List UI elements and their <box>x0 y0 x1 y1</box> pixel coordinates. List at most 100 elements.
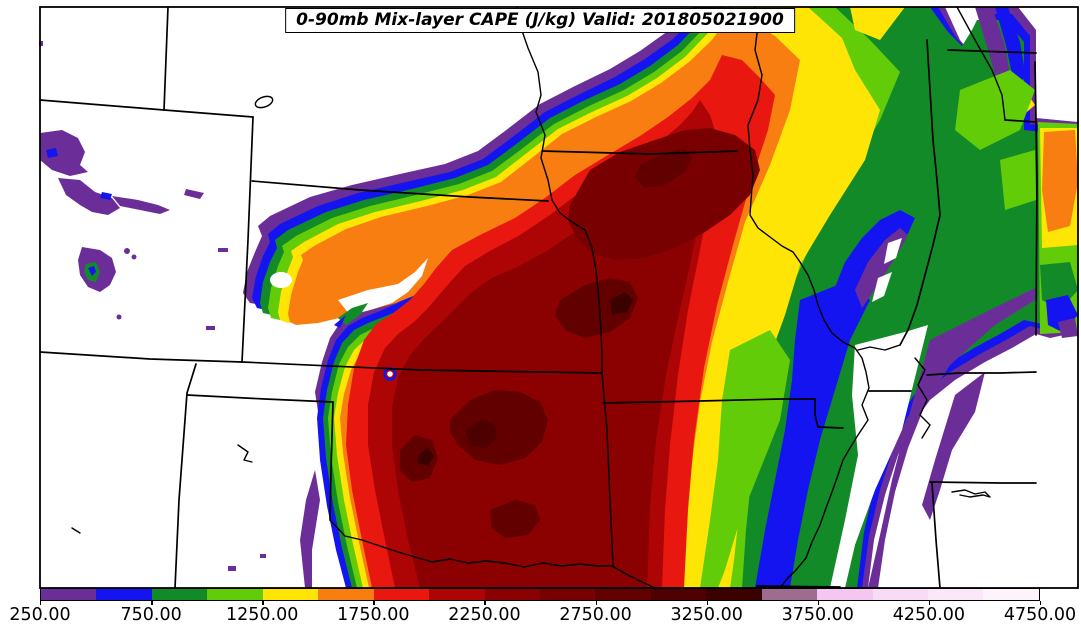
right-edge-strip <box>1038 122 1078 338</box>
colorbar-segment-2000 <box>429 589 485 600</box>
colorbar-segment-1500 <box>318 589 374 600</box>
colorbar-tick <box>817 601 820 605</box>
colorbar-segment-2500 <box>539 589 596 600</box>
colorbar-segment-250 <box>41 589 97 600</box>
ozark-ltgreen-band <box>700 330 790 588</box>
cape-region-2750 <box>555 278 638 338</box>
colorbar-segment-3500 <box>761 589 818 600</box>
dip-white-sliver <box>884 238 902 264</box>
ne-blue-streak <box>995 7 1026 84</box>
band-hole <box>270 272 292 288</box>
cape-region-3000 <box>465 420 497 448</box>
ms-river-squiggle <box>951 489 991 498</box>
small-river-mark <box>71 527 81 534</box>
border-ia-mo <box>541 150 738 155</box>
colorbar-tick-label: 1250.00 <box>226 605 299 625</box>
border-wi-il <box>947 49 1037 54</box>
border-ks-ok <box>241 361 603 374</box>
dip-white-sliver <box>872 272 892 302</box>
border-in-oh <box>1034 61 1038 336</box>
border-41n <box>39 99 254 118</box>
colorbar-tick <box>40 601 42 605</box>
cape-region-2500 <box>568 128 760 260</box>
colorbar-segment-3000 <box>650 589 707 600</box>
yellowstone-lake <box>254 95 274 109</box>
colorbar-segment-4000 <box>872 589 928 600</box>
border-tn-ms <box>929 481 1037 484</box>
colorbar-segment-3750 <box>817 589 873 600</box>
colorbar-segment-2750 <box>595 589 651 600</box>
map-title: 0-90mb Mix-layer CAPE (J/kg) Valid: 2018… <box>285 8 795 33</box>
colorbar-tick <box>595 601 597 605</box>
colorbar-tick-label: 1750.00 <box>337 605 410 625</box>
border-37n-west <box>39 351 243 363</box>
border-co-east <box>241 116 254 363</box>
cape-region-3250 <box>610 292 633 315</box>
missouri-river-border <box>516 6 614 566</box>
colorbar-segment-2250 <box>484 589 540 600</box>
tennessee-river <box>914 357 931 439</box>
border-nm-east <box>174 363 197 589</box>
cape-region-250 <box>300 470 320 588</box>
colorbar-tick-label: 4750.00 <box>1003 605 1077 625</box>
cape-region-2750 <box>490 500 540 538</box>
border-tx-ok-100w <box>329 401 334 521</box>
colorbar-tick-label: 750.00 <box>120 605 182 625</box>
colorbar-tick-label: 3250.00 <box>670 605 743 625</box>
colorbar-tick <box>706 601 709 605</box>
colorbar-segment-4250 <box>928 589 984 600</box>
cape-region-2250 <box>392 150 705 588</box>
border-ms-al <box>931 482 941 589</box>
state-borders <box>39 6 1038 589</box>
se-purple-streak <box>868 288 1035 588</box>
ohio-river <box>857 344 901 351</box>
colorbar-segment-1000 <box>207 589 263 600</box>
cape-region-2750 <box>635 148 692 188</box>
colorbar-tick <box>262 601 264 605</box>
colorbar-segment-3250 <box>706 589 762 600</box>
colorbar <box>40 588 1040 601</box>
colorbar-segment-750 <box>151 589 208 600</box>
colorbar-tick-label: 3750.00 <box>781 605 854 625</box>
colorbar-segment-1250 <box>262 589 319 600</box>
colorbar-tick <box>1040 601 1042 605</box>
nm-river-squiggle <box>237 444 253 463</box>
colorbar-tick <box>928 601 931 605</box>
border-mo-ar <box>602 398 844 429</box>
dry-slot-notch <box>338 258 428 315</box>
colorbar-tick-label: 250.00 <box>9 605 71 625</box>
colorbar-tick-label: 2750.00 <box>559 605 632 625</box>
in-ltgreen-patch <box>955 70 1035 150</box>
colorbar-tick <box>373 601 375 605</box>
cape-region-500 <box>334 315 346 328</box>
in-ltgreen-patch <box>1000 150 1036 210</box>
western-cape-speckles <box>39 41 266 571</box>
east-dip-blue-band <box>755 280 870 588</box>
colorbar-tick <box>484 601 486 605</box>
colorbar-tick-label: 2250.00 <box>448 605 521 625</box>
lake-michigan-shore <box>956 6 1006 121</box>
ne-purple-streak <box>975 7 1012 92</box>
cape-region-2750 <box>450 390 548 465</box>
colorbar-segment-1750 <box>373 589 430 600</box>
colorbar-tick-label: 4250.00 <box>892 605 966 625</box>
border-ar-la <box>756 585 841 588</box>
border-il-in <box>899 39 941 346</box>
border-ky-tn-east <box>926 371 1037 376</box>
colorbar-tick <box>151 601 153 605</box>
cape-region-750 <box>338 303 368 325</box>
border-104w <box>163 6 169 111</box>
colorbar-segment-4500 <box>983 589 1039 600</box>
mississippi-river <box>747 6 870 589</box>
colorbar-segment-500 <box>96 589 152 600</box>
top-yellow-streak <box>850 7 905 40</box>
se-purple-streak <box>922 372 985 520</box>
border-ne-ks <box>251 180 549 202</box>
cape-field <box>39 7 1078 588</box>
border-tx-north <box>186 394 334 403</box>
red-river <box>329 519 656 589</box>
border-in-north <box>1004 119 1037 123</box>
cape-region-3250 <box>418 448 434 466</box>
